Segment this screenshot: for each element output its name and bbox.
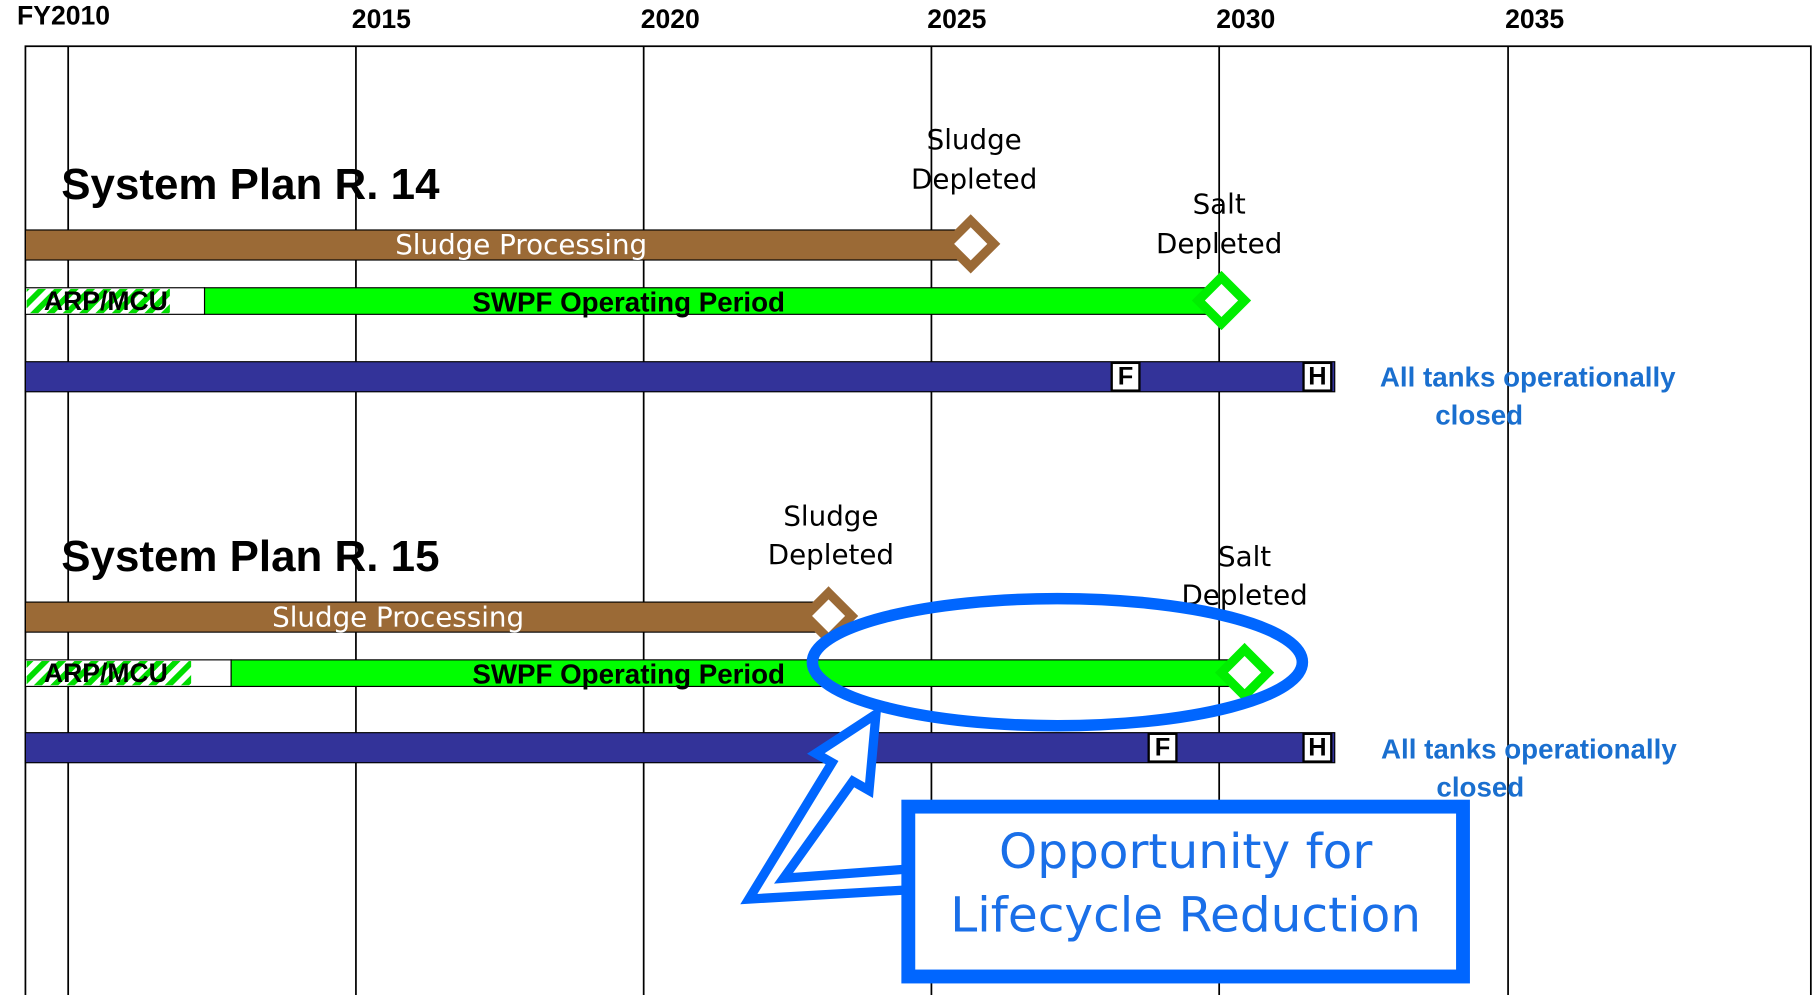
tank-marker-label: F xyxy=(1118,363,1134,391)
tank-marker xyxy=(1110,361,1141,392)
arp-label: ARP/MCU xyxy=(44,658,168,688)
closed-label: closed xyxy=(1436,772,1524,803)
callout-arrow xyxy=(740,705,913,905)
salt-diamond xyxy=(1214,642,1275,703)
sludge-milestone: Depleted xyxy=(768,538,894,571)
year-label: 2035 xyxy=(1505,4,1564,34)
swpf-label: SWPF Operating Period xyxy=(472,286,785,317)
callout-text: Opportunity for xyxy=(999,824,1372,880)
plan-title: System Plan R. 15 xyxy=(61,532,439,581)
highlight-ellipse xyxy=(806,592,1309,732)
closed-label: All tanks operationally xyxy=(1380,361,1676,392)
tank-marker xyxy=(1302,361,1333,392)
sludge-bar xyxy=(24,601,830,633)
salt-milestone: Salt xyxy=(1193,188,1246,221)
salt-milestone: Salt xyxy=(1218,540,1271,573)
sludge-label: Sludge Processing xyxy=(272,600,524,633)
salt-milestone: Depleted xyxy=(1156,227,1282,260)
closed-label: All tanks operationally xyxy=(1381,733,1677,764)
arp-label: ARP/MCU xyxy=(44,286,168,316)
arp-hatch xyxy=(26,661,192,686)
swpf-bar xyxy=(230,659,1246,688)
tank-bar xyxy=(24,732,1336,764)
salt-diamond xyxy=(1191,270,1252,331)
swpf-label: SWPF Operating Period xyxy=(472,658,785,689)
year-label: 2030 xyxy=(1216,4,1275,34)
swpf-bar xyxy=(203,287,1223,315)
sludge-milestone: Sludge xyxy=(783,500,878,533)
year-label: 2020 xyxy=(641,4,700,34)
tank-marker-label: H xyxy=(1308,363,1326,391)
sludge-milestone: Sludge xyxy=(927,123,1022,156)
year-label: FY2010 xyxy=(17,0,110,30)
tank-marker xyxy=(1302,732,1333,763)
plan-title: System Plan R. 14 xyxy=(61,160,440,209)
tank-marker xyxy=(1147,732,1178,763)
sludge-diamond xyxy=(941,214,1001,274)
closed-label: closed xyxy=(1435,400,1523,431)
callout-box xyxy=(901,799,1470,984)
year-label: 2025 xyxy=(927,4,986,34)
year-label: 2015 xyxy=(352,4,411,34)
arp-hatch xyxy=(26,288,170,314)
tank-marker-label: H xyxy=(1308,734,1326,762)
sludge-label: Sludge Processing xyxy=(395,228,647,261)
tank-marker-label: F xyxy=(1155,734,1171,762)
callout-text: Lifecycle Reduction xyxy=(950,888,1421,944)
sludge-milestone: Depleted xyxy=(911,162,1037,195)
